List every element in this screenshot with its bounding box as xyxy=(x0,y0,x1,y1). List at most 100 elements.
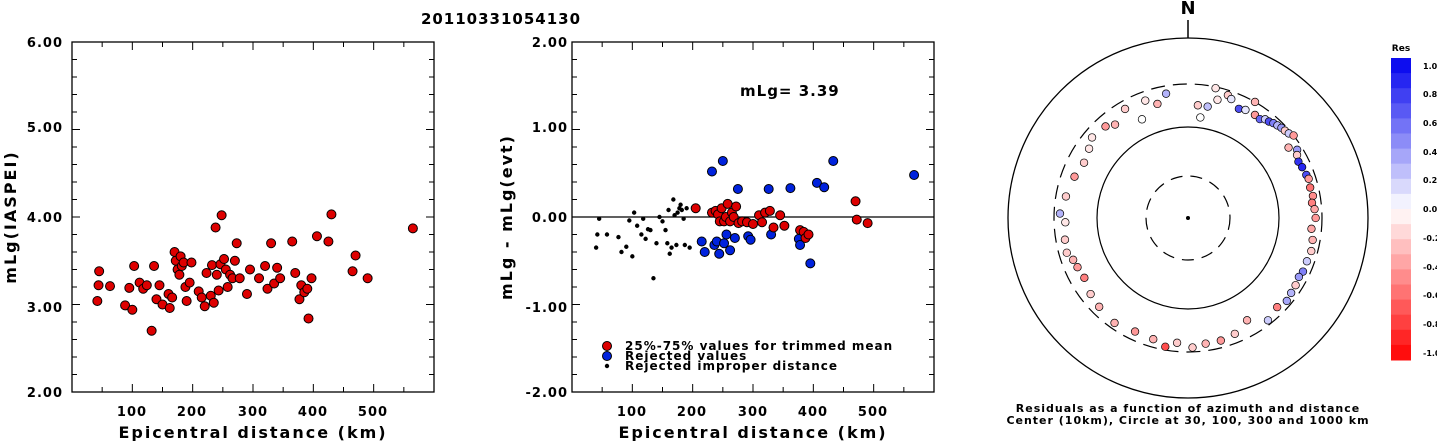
data-point xyxy=(803,229,814,240)
station-point xyxy=(1172,338,1182,347)
data-point xyxy=(909,170,920,180)
data-point xyxy=(216,210,227,221)
station-point xyxy=(1297,163,1307,172)
station-point xyxy=(1201,339,1210,348)
data-point xyxy=(234,273,245,284)
data-point xyxy=(213,285,224,296)
data-point xyxy=(287,236,298,247)
data-point xyxy=(757,217,768,228)
y-tick-label: -2.00 xyxy=(526,386,568,401)
data-point xyxy=(196,292,207,303)
data-point xyxy=(141,280,152,291)
y-tick-label: 6.00 xyxy=(27,36,63,51)
station-point xyxy=(1087,133,1097,142)
range-circle-100km xyxy=(1096,126,1280,310)
station-point xyxy=(1055,209,1065,218)
data-point xyxy=(667,251,672,256)
data-point xyxy=(631,210,637,215)
x-axis-label: Epicentral distance (km) xyxy=(618,423,887,441)
data-point xyxy=(262,283,273,294)
data-point xyxy=(294,294,305,305)
station-point xyxy=(1101,122,1110,131)
y-tick-label: 5.00 xyxy=(27,121,63,136)
data-point xyxy=(663,227,668,233)
data-point xyxy=(260,261,271,271)
station-point xyxy=(1291,281,1300,290)
data-point xyxy=(167,292,178,303)
data-point xyxy=(657,214,662,220)
station-point xyxy=(1307,246,1316,256)
colorbar: Res 1.0 0.8 0.6 0.4 0.2 0.0 -0.2 -0.4 -0… xyxy=(1391,44,1437,361)
data-point xyxy=(690,203,701,214)
data-point xyxy=(94,266,105,277)
colorbar-cell xyxy=(1391,118,1411,134)
data-point xyxy=(678,202,683,207)
data-point xyxy=(362,273,373,284)
colorbar-cell xyxy=(1391,224,1411,240)
data-point xyxy=(851,214,862,225)
data-point xyxy=(92,296,103,306)
data-point xyxy=(775,210,786,221)
data-point xyxy=(146,325,157,336)
station-point xyxy=(1272,302,1282,312)
station-point xyxy=(1213,95,1222,104)
colorbar-tick-label: -0.4 xyxy=(1423,263,1437,272)
station-point xyxy=(1308,191,1318,201)
station-point xyxy=(1307,224,1316,233)
x-tick-labels: 100 200 300 400 500 xyxy=(617,405,888,420)
station-point xyxy=(1079,158,1089,167)
data-point xyxy=(127,304,138,315)
data-point xyxy=(725,245,736,256)
data-point xyxy=(764,205,775,216)
data-point xyxy=(684,206,689,211)
station-point xyxy=(1120,104,1130,114)
station-point xyxy=(1061,192,1071,201)
station-point xyxy=(1286,288,1296,298)
data-point xyxy=(323,236,334,247)
x-tick-labels: 100 200 300 400 500 xyxy=(117,405,387,420)
data-point xyxy=(722,198,733,209)
colorbar-tick-label: -0.6 xyxy=(1423,291,1437,300)
data-point xyxy=(654,241,659,246)
x-tick-label: 500 xyxy=(858,405,888,420)
data-point xyxy=(785,183,796,194)
legend-marker-trimmed-mean xyxy=(602,341,612,351)
data-point xyxy=(229,255,240,266)
y-axis-label: mLg - mLg(evt) xyxy=(497,134,516,300)
data-point xyxy=(124,282,135,293)
data-point xyxy=(805,258,816,269)
data-point xyxy=(219,254,230,264)
data-point xyxy=(241,289,252,299)
data-point xyxy=(779,220,790,231)
data-points xyxy=(593,156,920,281)
station-point xyxy=(1110,318,1119,328)
colorbar-cell xyxy=(1391,148,1411,165)
x-axis-label: Epicentral distance (km) xyxy=(118,423,387,441)
y-tick-label: 2.00 xyxy=(532,36,568,51)
range-circle-30km xyxy=(1145,175,1231,261)
data-point xyxy=(811,177,822,188)
data-point xyxy=(731,201,742,212)
data-point xyxy=(350,250,361,261)
residual-distance-plot: -2.00 -1.00 0.00 1.00 2.00 100 200 300 4… xyxy=(497,36,935,441)
station-point xyxy=(1203,102,1212,111)
station-point xyxy=(1141,96,1150,105)
colorbar-cell xyxy=(1391,58,1411,74)
data-point xyxy=(593,245,599,250)
y-tick-label: 1.00 xyxy=(532,121,568,136)
data-point xyxy=(619,249,624,255)
data-point xyxy=(643,236,648,242)
y-tick-labels: -2.00 -1.00 0.00 1.00 2.00 xyxy=(526,36,568,401)
data-point xyxy=(850,196,861,207)
x-tick-label: 300 xyxy=(238,405,268,420)
station-point xyxy=(1250,97,1260,107)
data-point xyxy=(208,297,219,308)
legend-marker-rejected xyxy=(602,351,612,361)
data-point xyxy=(231,238,242,249)
legend: 25%-75% values for trimmed mean Rejected… xyxy=(602,339,892,373)
data-point xyxy=(181,296,192,306)
colorbar-cell xyxy=(1391,73,1411,89)
data-point xyxy=(326,209,337,220)
y-tick-label: 4.00 xyxy=(27,211,63,226)
